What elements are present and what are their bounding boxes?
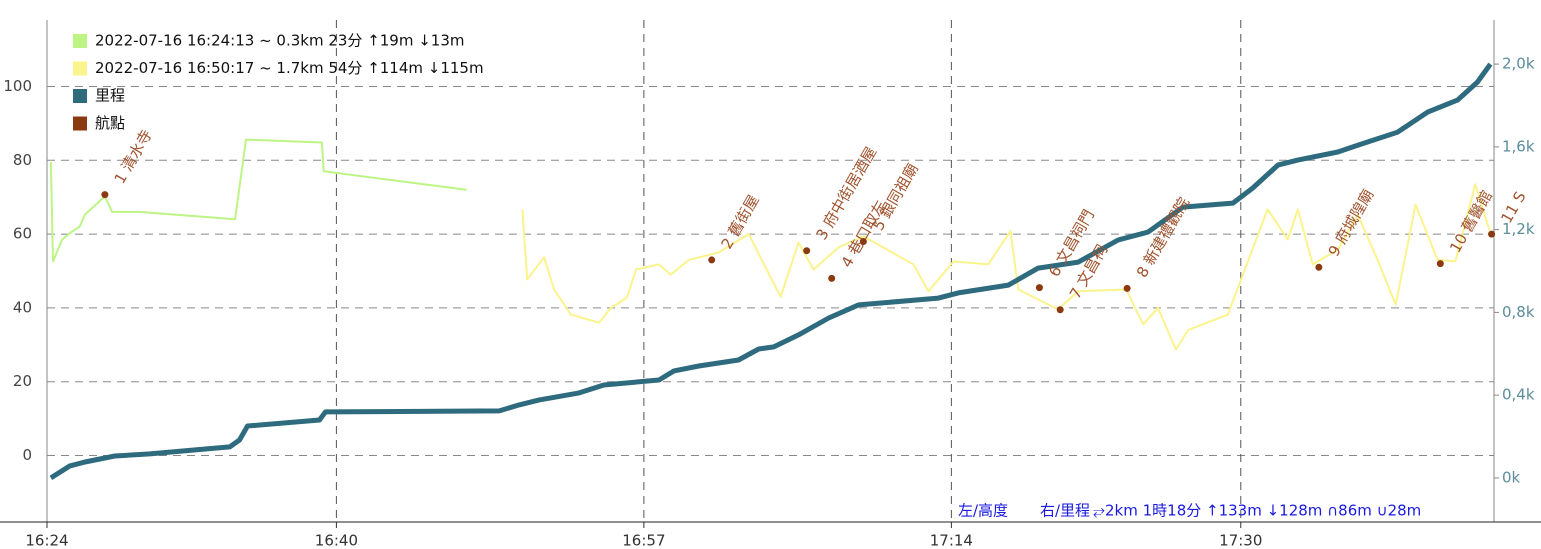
y2-tick-label: 0,4k (1502, 386, 1535, 404)
waypoint (859, 237, 867, 245)
legend-swatch (73, 34, 87, 48)
y-tick-label: 80 (13, 151, 32, 169)
x-tick-label: 16:57 (622, 532, 665, 549)
waypoint-label: 9 府城隍廟 (1325, 186, 1378, 259)
waypoint (1436, 260, 1444, 268)
y-tick-label: 0 (22, 446, 32, 464)
waypoint (708, 256, 716, 264)
x-tick-label: 17:30 (1219, 532, 1262, 549)
waypoint-label: 1 清水寺 (111, 126, 156, 186)
annotation: 右/里程 (1040, 502, 1090, 520)
legend-swatch (73, 61, 87, 76)
waypoint (1123, 284, 1131, 292)
legend-swatch (73, 116, 87, 131)
series-line (49, 138, 467, 263)
waypoint (1488, 230, 1496, 238)
y-tick-label: 60 (13, 225, 32, 243)
y2-tick-label: 2,0k (1502, 55, 1535, 73)
x-tick-label: 16:24 (25, 532, 68, 549)
y2-tick-label: 1,2k (1502, 220, 1535, 238)
annotation: ⥂2km 1時18分 ↑133m ↓128m ∩86m ∪28m (1093, 502, 1421, 520)
legend-label: 2022-07-16 16:24:13 ~ 0.3km 23分 ↑19m ↓13… (95, 32, 465, 50)
waypoint (803, 247, 811, 255)
waypoint (1315, 263, 1323, 271)
waypoint-label: 2 舊街屋 (717, 192, 762, 252)
waypoint (1056, 306, 1064, 314)
y-tick-label: 100 (3, 77, 32, 95)
legend-label: 航點 (95, 114, 125, 132)
waypoint (101, 191, 109, 199)
legend-label: 2022-07-16 16:50:17 ~ 1.7km 54分 ↑114m ↓1… (95, 59, 484, 77)
y-tick-label: 20 (13, 372, 32, 390)
waypoint-label: 5 銀同祖廟 (869, 160, 922, 233)
waypoint (828, 274, 836, 282)
y2-tick-label: 0k (1502, 468, 1521, 486)
y2-tick-label: 1,6k (1502, 137, 1535, 155)
waypoint-label: 8 新建禮觀院 (1133, 194, 1193, 280)
legend-label: 里程 (95, 87, 125, 105)
legend-swatch (73, 89, 87, 103)
y-tick-label: 40 (13, 298, 32, 316)
x-tick-label: 16:40 (315, 532, 358, 549)
annotation: 左/高度 (958, 502, 1008, 520)
x-tick-label: 17:14 (930, 532, 973, 549)
y2-tick-label: 0,8k (1502, 303, 1535, 321)
waypoint (1035, 284, 1043, 292)
series-line (49, 62, 1493, 481)
series-line (521, 183, 1491, 351)
